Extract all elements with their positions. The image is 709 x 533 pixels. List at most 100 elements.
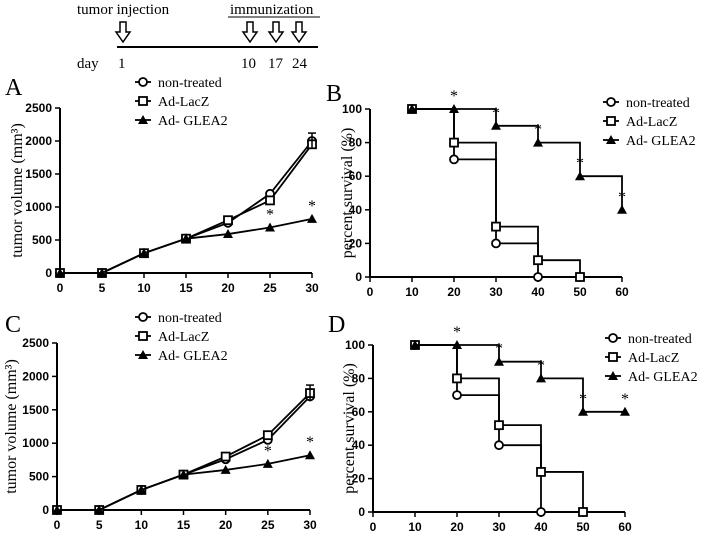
- panel-d-significance-star: *: [453, 324, 461, 341]
- panel-b-significance-star: *: [450, 88, 458, 105]
- panel-d-point-non-treated: [494, 440, 504, 451]
- panel-b-point-ad-glea2: [533, 137, 543, 147]
- panel-c-x-tick-label: 30: [303, 518, 317, 532]
- panel-d-legend-marker-ad-glea2: [608, 371, 618, 380]
- panel-b-x-tick-label: 20: [447, 285, 461, 299]
- panel-c-line-non-treated: [57, 395, 311, 511]
- panel-c-point-ad-glea2: [136, 484, 147, 494]
- panel-d-y-tick-label: 100: [345, 338, 365, 352]
- panel-c-line-ad-lacz: [57, 392, 311, 511]
- panel-a-point-ad-glea2: [97, 268, 107, 277]
- panel-c-y-tick-label: 0: [42, 503, 49, 517]
- panel-d-y-tick-label: 80: [352, 371, 366, 385]
- panel-a-x-tick-label: 25: [263, 281, 277, 295]
- panel-d-line-ad-glea2: [415, 344, 625, 413]
- timeline-immunization-label: immunization: [230, 2, 314, 18]
- panel-a-y-tick-label: 500: [32, 233, 52, 247]
- panel-d-point-ad-lacz: [578, 507, 588, 517]
- panel-d-significance-star: *: [579, 391, 587, 408]
- panel-d-x-tick-label: 10: [408, 520, 422, 533]
- panel-d-x-tick-label: 50: [576, 520, 590, 533]
- panel-a-y-tick-label: 2500: [25, 101, 52, 115]
- panel-b-y-tick-label: 60: [349, 169, 363, 183]
- panel-b-line-ad-glea2: [412, 108, 623, 210]
- panel-a-legend-label: Ad- GLEA2: [158, 114, 228, 129]
- panel-d-significance-star: *: [621, 391, 629, 408]
- panel-c-point-ad-lacz: [220, 451, 231, 462]
- panel-b-significance-star: *: [576, 155, 584, 172]
- panel-d-significance-star: *: [495, 341, 503, 358]
- panel-b-legend-label: non-treated: [626, 96, 690, 111]
- panel-b-point-ad-lacz: [533, 255, 543, 266]
- panel-a-y-tick-label: 2000: [25, 134, 52, 148]
- panel-c-y-tick-label: 1000: [22, 436, 49, 450]
- panel-d-point-ad-lacz: [536, 467, 546, 477]
- panel-d-point-ad-lacz: [452, 373, 462, 384]
- panel-b-legend-marker-non-treated: [606, 97, 616, 107]
- panel-a-legend-marker-ad-glea2: [138, 115, 148, 124]
- panel-d-x-tick-label: 20: [450, 520, 464, 533]
- panel-a-legend-marker-non-treated: [138, 77, 148, 87]
- panel-c-point-ad-glea2: [305, 450, 315, 460]
- panel-c-y-tick-label: 2500: [22, 336, 49, 350]
- panel-a-x-tick-label: 20: [221, 281, 235, 295]
- timeline-arrow-day-24: [290, 21, 308, 44]
- timeline-day-10: 10: [241, 56, 256, 72]
- panel-d-point-ad-glea2: [536, 373, 546, 383]
- panel-b-x-tick-label: 0: [367, 285, 374, 299]
- panel-letter-d: D: [328, 312, 345, 338]
- panel-d-point-ad-glea2: [578, 406, 588, 416]
- panel-d-y-tick-label: 0: [358, 505, 365, 519]
- panel-b-y-tick-label: 100: [342, 102, 362, 116]
- panel-c-legend-label: Ad-LacZ: [158, 330, 209, 345]
- panel-b-y-tick-label: 20: [349, 236, 363, 250]
- panel-d-legend-label: Ad-LacZ: [628, 351, 679, 366]
- panel-d-legend-label: non-treated: [628, 332, 692, 347]
- panel-b-point-ad-lacz: [449, 137, 459, 148]
- panel-d-point-ad-glea2: [494, 356, 504, 366]
- panel-a-point-ad-glea2: [139, 248, 149, 258]
- panel-c-point-ad-glea2: [94, 505, 105, 514]
- panel-d-legend-marker-non-treated: [608, 333, 618, 343]
- panel-a-significance-star: *: [266, 206, 274, 223]
- panel-a-point-ad-glea2: [181, 233, 191, 243]
- panel-d-y-tick-label: 60: [352, 405, 366, 419]
- panel-c-point-ad-glea2: [52, 505, 62, 514]
- panel-d-point-non-treated: [452, 390, 462, 401]
- panel-a-y-tick-label: 1000: [25, 200, 52, 214]
- panel-b-legend-label: Ad-LacZ: [626, 115, 677, 130]
- panel-d-x-tick-label: 40: [534, 520, 548, 533]
- panel-c-legend-label: Ad- GLEA2: [158, 349, 228, 364]
- panel-a-line-non-treated: [60, 140, 313, 274]
- panel-a-x-tick-label: 10: [137, 281, 151, 295]
- panel-b-x-tick-label: 30: [489, 285, 503, 299]
- timeline-day-label: day: [77, 56, 99, 72]
- panel-b-y-tick-label: 40: [349, 203, 363, 217]
- panel-b-point-ad-lacz: [575, 272, 585, 282]
- panel-d-point-ad-glea2: [410, 340, 420, 349]
- timeline-day-17: 17: [268, 56, 284, 72]
- timeline-day-24: 24: [292, 56, 308, 72]
- panel-letter-c: C: [5, 312, 21, 338]
- panel-a-point-ad-lacz: [265, 195, 275, 206]
- panel-c-x-tick-label: 5: [96, 518, 103, 532]
- timeline-day-1: 1: [118, 56, 126, 72]
- panel-a-y-label: tumor volume (mm³): [9, 123, 26, 258]
- panel-c-x-tick-label: 25: [261, 518, 275, 532]
- panel-a-point-ad-glea2: [307, 213, 317, 223]
- chart-d-percent-survival: 0 10 20 30 40 50 60 0 20 40 60 80 100 percent surviva…: [341, 324, 698, 533]
- panel-d-line-non-treated: [415, 344, 542, 512]
- panel-a-legend-marker-ad-lacz: [138, 96, 148, 106]
- panel-b-significance-star: *: [618, 189, 626, 206]
- panel-b-legend-marker-ad-lacz: [606, 116, 616, 126]
- panel-c-point-ad-glea2: [262, 458, 273, 468]
- panel-d-x-tick-label: 60: [618, 520, 632, 533]
- panel-c-y-label: tumor volume (mm³): [3, 359, 20, 494]
- panel-d-x-tick-label: 30: [492, 520, 506, 533]
- panel-b-x-tick-label: 60: [615, 285, 629, 299]
- panel-c-legend-marker-non-treated: [138, 312, 148, 322]
- panel-c-x-tick-label: 10: [135, 518, 149, 532]
- timeline-arrow-day-10: [241, 21, 259, 44]
